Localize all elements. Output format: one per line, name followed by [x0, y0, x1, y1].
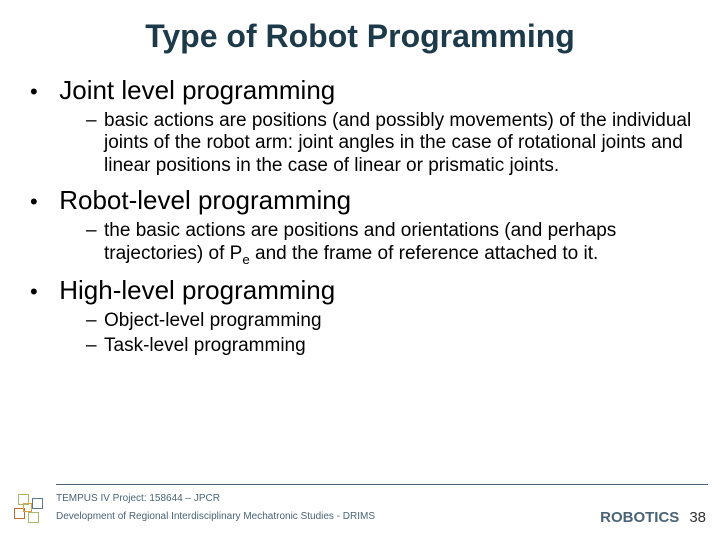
list-item: High-level programming Object-level prog…	[28, 275, 692, 357]
list-item: Joint level programming basic actions ar…	[28, 75, 692, 177]
item-heading: Robot-level programming	[59, 185, 351, 215]
page-number: 38	[689, 509, 706, 526]
footer-divider	[56, 484, 708, 485]
footer-line1: TEMPUS IV Project: 158644 – JPCR	[56, 490, 375, 508]
sub-item: the basic actions are positions and orie…	[86, 220, 692, 267]
footer-right: ROBOTICS 38	[600, 509, 706, 526]
slide-content: Joint level programming basic actions ar…	[0, 75, 720, 357]
sub-list: basic actions are positions (and possibl…	[86, 110, 692, 177]
logo-square	[32, 498, 43, 509]
item-heading: High-level programming	[59, 275, 335, 305]
bullet-list: Joint level programming basic actions ar…	[28, 75, 692, 357]
sub-list: the basic actions are positions and orie…	[86, 220, 692, 267]
sub-item: Task-level programming	[86, 335, 692, 357]
list-item: Robot-level programming the basic action…	[28, 185, 692, 267]
logo-square	[28, 512, 39, 523]
slide: Type of Robot Programming Joint level pr…	[0, 0, 720, 540]
logo-square	[23, 503, 32, 512]
footer-line2: Development of Regional Interdisciplinar…	[56, 508, 375, 526]
item-heading: Joint level programming	[59, 75, 335, 105]
sub-list: Object-level programming Task-level prog…	[86, 310, 692, 357]
sub-item: Object-level programming	[86, 310, 692, 332]
footer-text: TEMPUS IV Project: 158644 – JPCR Develop…	[56, 490, 375, 526]
sub-item: basic actions are positions (and possibl…	[86, 110, 692, 177]
footer: TEMPUS IV Project: 158644 – JPCR Develop…	[0, 484, 720, 540]
footer-brand: ROBOTICS	[600, 509, 679, 526]
logo-icon	[14, 492, 50, 528]
slide-title: Type of Robot Programming	[0, 0, 720, 55]
